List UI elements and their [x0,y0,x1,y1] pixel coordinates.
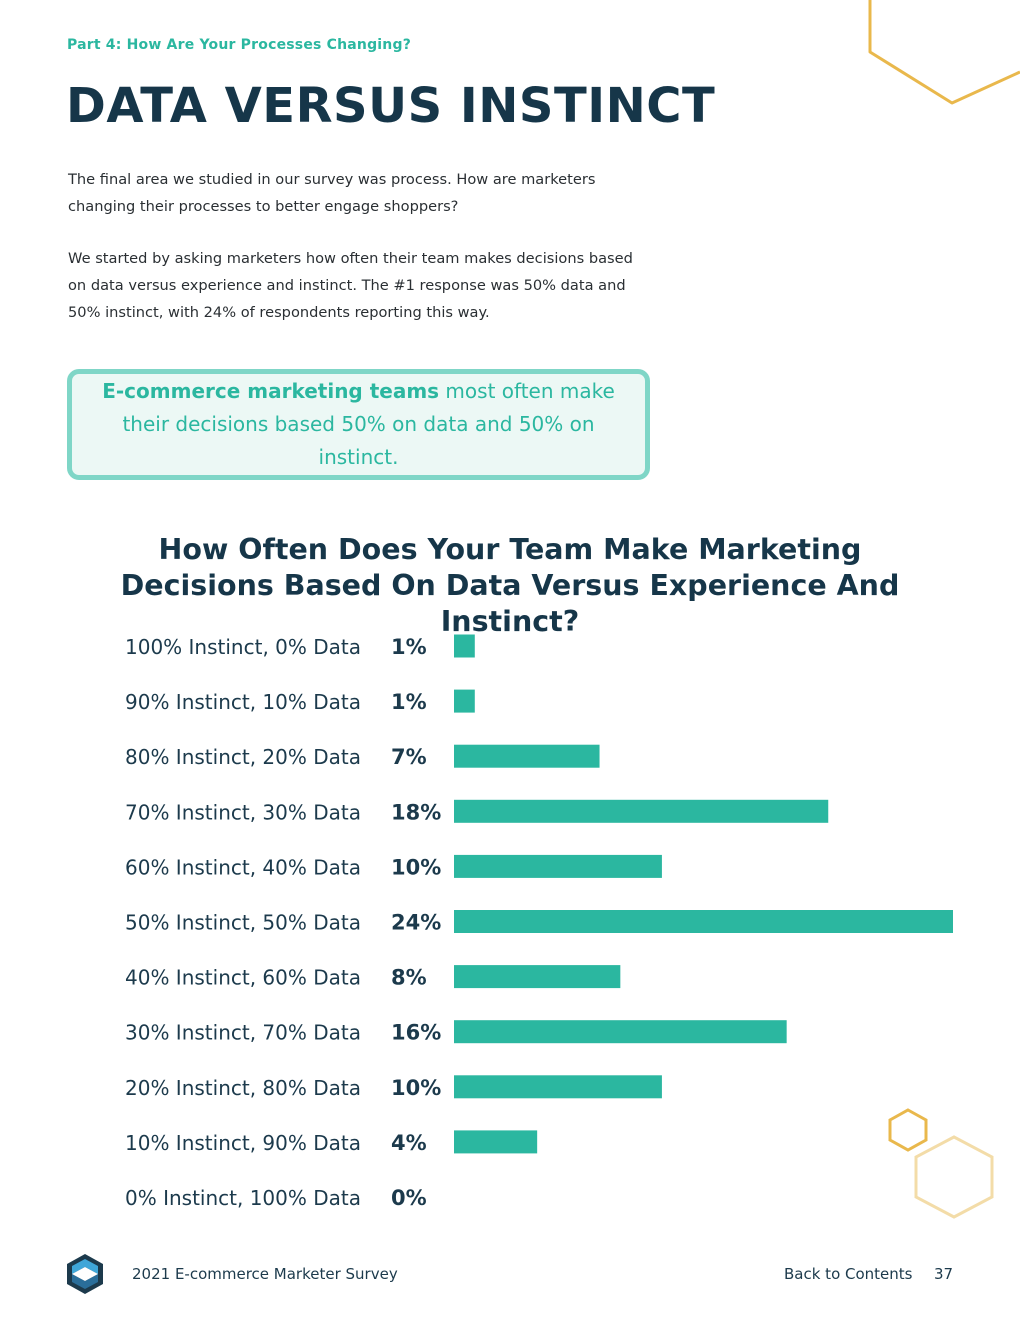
category-label: 90% Instinct, 10% Data [125,690,361,714]
bar [454,689,475,713]
value-label: 1% [391,690,427,714]
hexagon-outline-icon [888,1108,928,1152]
value-label: 10% [391,855,441,879]
category-label: 70% Instinct, 30% Data [125,800,361,824]
value-label: 0% [391,1186,427,1210]
callout-box: E-commerce marketing teams most often ma… [67,369,650,480]
bar [454,799,829,823]
category-label: 40% Instinct, 60% Data [125,966,361,990]
category-label: 30% Instinct, 70% Data [125,1021,361,1045]
bar [454,744,600,768]
bar-chart: 100% Instinct, 0% Data 1% 90% Instinct, 10… [125,634,953,1210]
category-label: 80% Instinct, 20% Data [125,745,361,769]
back-to-contents-link[interactable]: Back to Contents [784,1265,913,1283]
page-number: 37 [934,1265,954,1283]
value-label: 7% [391,745,427,769]
category-label: 20% Instinct, 80% Data [125,1076,361,1100]
category-label: 10% Instinct, 90% Data [125,1131,361,1155]
chart-title: How Often Does Your Team Make Marketing … [120,533,900,638]
bar [454,1130,538,1154]
intro-paragraph: We started by asking marketers how often… [68,250,633,321]
callout-bold: E-commerce marketing teams [102,379,440,403]
bar [454,965,621,989]
intro-paragraph: The final area we studied in our survey … [68,171,596,215]
callout-text: E-commerce marketing teams most often ma… [89,375,629,474]
value-label: 8% [391,966,427,990]
bar [454,854,662,878]
bar [454,1075,662,1099]
value-label: 16% [391,1021,441,1045]
page-title: DATA VERSUS INSTINCT [66,78,716,134]
category-label: 50% Instinct, 50% Data [125,911,361,935]
hexagon-outline-icon [914,1135,994,1219]
footer-survey-title: 2021 E-commerce Marketer Survey [132,1265,398,1283]
bar [454,1020,787,1044]
callout-rest: most often make their decisions based 50… [122,379,615,469]
value-label: 10% [391,1076,441,1100]
value-label: 18% [391,800,441,824]
section-label: Part 4: How Are Your Processes Changing? [67,37,412,53]
value-label: 4% [391,1131,427,1155]
category-label: 60% Instinct, 40% Data [125,855,361,879]
bar [454,910,953,933]
hexagon-outline-icon [868,0,1020,105]
category-label: 0% Instinct, 100% Data [125,1186,361,1210]
value-label: 1% [391,635,427,659]
category-label: 100% Instinct, 0% Data [125,635,361,659]
value-label: 24% [391,911,441,935]
hexagon-logo-icon [67,1254,103,1294]
bar [454,634,475,658]
